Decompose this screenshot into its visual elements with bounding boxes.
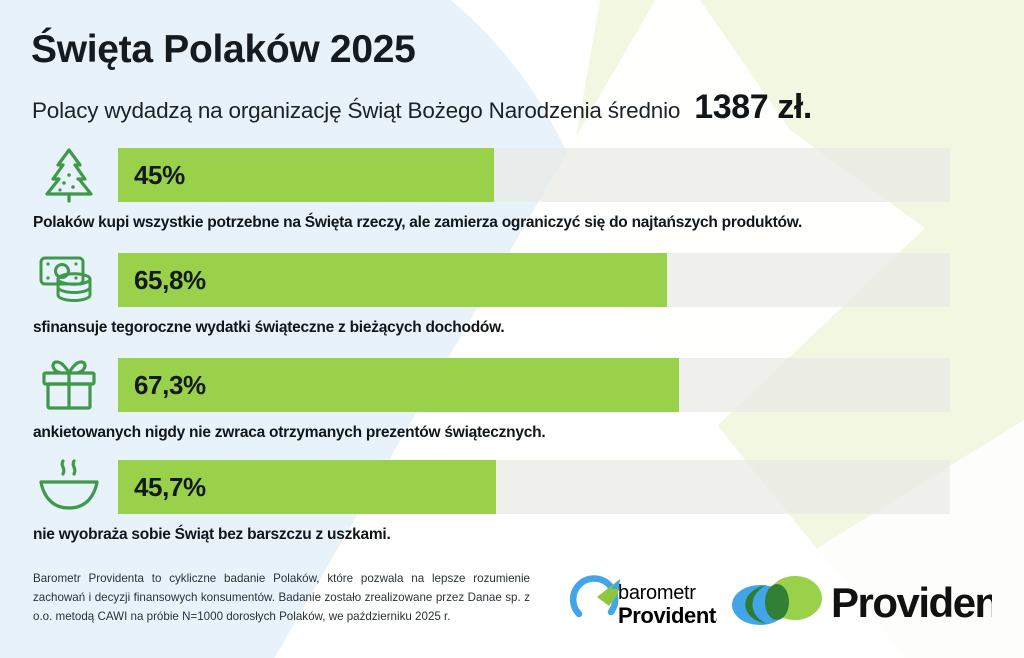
soup-bowl-icon (33, 458, 105, 516)
provident-logo-overlap (745, 585, 767, 624)
stat-description: Polaków kupi wszystkie potrzebne na Świę… (33, 214, 803, 231)
barometr-logo-word-2: Providenta (618, 603, 717, 628)
stat-description: sfinansuje tegoroczne wydatki świąteczne… (33, 319, 505, 336)
bar-fill: 45,7% (118, 460, 496, 514)
gift-box-icon (33, 356, 105, 414)
bar-value-label: 45% (134, 159, 185, 190)
bar-fill: 45% (118, 148, 494, 202)
barometr-providenta-logo-mark: barometr Providenta (569, 575, 729, 628)
barometr-logo-word-1: barometr (618, 582, 696, 604)
provident-logo-mark: Provident (732, 576, 1014, 626)
footer-methodology-note: Barometr Providenta to cykliczne badanie… (33, 572, 530, 623)
bar-value-label: 45,7% (134, 471, 206, 502)
christmas-tree-icon (33, 146, 105, 204)
bar-track: 45% (118, 148, 950, 202)
subtitle-text: Polacy wydadzą na organizację Świąt Boże… (32, 98, 681, 123)
bar-fill: 67,3% (118, 358, 679, 412)
money-coins-icon (33, 251, 105, 309)
stat-description: nie wyobraża sobie Świąt bez barszczu z … (33, 526, 391, 543)
provident-logo: Provident (727, 572, 1014, 628)
bar-track: 45,7% (118, 460, 950, 514)
barometr-providenta-logo: barometr Providenta (567, 566, 729, 632)
bar-track: 65,8% (118, 253, 950, 307)
provident-logo-wordmark: Provident (831, 579, 992, 626)
headline-amount: 1387 zł. (694, 88, 812, 126)
bar-value-label: 67,3% (134, 369, 206, 400)
bar-track: 67,3% (118, 358, 950, 412)
bar-value-label: 65,8% (134, 264, 206, 295)
bar-fill: 65,8% (118, 253, 667, 307)
page-title: Święta Polaków 2025 (31, 28, 416, 71)
stat-description: ankietowanych nigdy nie zwraca otrzymany… (33, 424, 546, 441)
subtitle-row: Polacy wydadzą na organizację Świąt Boże… (32, 88, 812, 127)
